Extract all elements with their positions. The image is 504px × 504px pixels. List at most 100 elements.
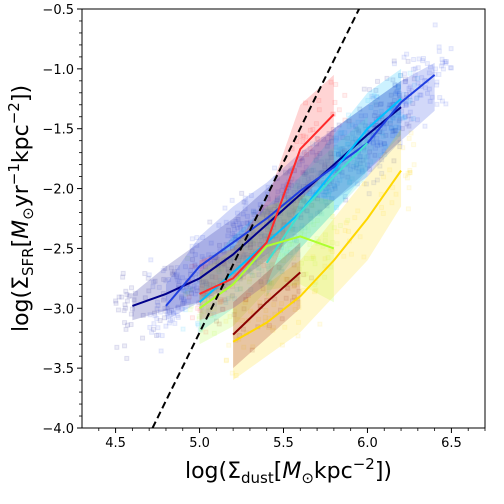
scatter-point <box>303 256 309 262</box>
scatter-point <box>315 182 321 188</box>
scatter-point <box>228 258 234 264</box>
scatter-point <box>349 122 355 128</box>
scatter-point <box>237 255 243 261</box>
scatter-point <box>417 92 423 98</box>
scatter-point <box>333 137 339 143</box>
scatter-point <box>267 279 273 285</box>
scatter-point <box>161 315 167 321</box>
scatter-point <box>322 192 328 198</box>
scatter-point <box>325 255 331 261</box>
scatter-point <box>346 112 352 118</box>
scatter-point <box>128 311 134 317</box>
scatter-point <box>258 279 264 285</box>
scatter-point <box>390 185 396 191</box>
scatter-point <box>190 286 196 292</box>
scatter-point <box>405 206 411 212</box>
scatter-point <box>301 272 307 278</box>
scatter-point <box>149 329 155 335</box>
scatter-point <box>291 294 297 300</box>
scatter-point <box>169 270 175 276</box>
x-tick-label: 5.5 <box>273 436 294 451</box>
scatter-point <box>217 277 223 283</box>
scatter-point <box>223 300 229 306</box>
scatter-point <box>189 243 195 249</box>
scatter-point <box>392 82 398 88</box>
scatter-point <box>317 321 323 327</box>
scatter-point <box>324 186 330 192</box>
scatter-point <box>157 318 163 324</box>
scatter-point <box>234 286 240 292</box>
scatter-point <box>414 94 420 100</box>
scatter-point <box>411 76 417 82</box>
scatter-point <box>303 134 309 140</box>
scatter-point <box>350 164 356 170</box>
scatter-point <box>383 132 389 138</box>
scatter-point <box>172 320 178 326</box>
scatter-point <box>175 314 181 320</box>
scatter-point <box>404 102 410 108</box>
scatter-point <box>243 251 249 257</box>
scatter-point <box>356 128 362 134</box>
scatter-point <box>306 190 312 196</box>
scatter-point <box>303 100 309 106</box>
scatter-point <box>309 168 315 174</box>
scatter-point <box>366 87 372 93</box>
scatter-point <box>279 301 285 307</box>
scatter-point <box>185 298 191 304</box>
scatter-point <box>332 184 338 190</box>
scatter-point <box>372 152 378 158</box>
scatter-point <box>448 46 454 52</box>
scatter-point <box>266 323 272 329</box>
scatter-point <box>206 308 212 314</box>
scatter-point <box>359 167 365 173</box>
scatter-point <box>345 135 351 141</box>
scatter-point <box>191 283 197 289</box>
scatter-point <box>154 299 160 305</box>
scatter-point <box>250 240 256 246</box>
scatter-point <box>315 170 321 176</box>
scatter-point <box>391 58 397 64</box>
scatter-point <box>293 184 299 190</box>
scatter-point <box>247 245 253 251</box>
scatter-point <box>317 150 323 156</box>
scatter-point <box>301 197 307 203</box>
scatter-point <box>313 121 319 127</box>
scatter-point <box>420 58 426 64</box>
scatter-point <box>170 272 176 278</box>
scatter-point <box>123 326 129 332</box>
scatter-point <box>371 113 377 119</box>
scatter-point <box>426 70 432 76</box>
scatter-point <box>247 221 253 227</box>
scatter-point <box>310 202 316 208</box>
scatter-point <box>249 248 255 254</box>
scatter-point <box>232 308 238 314</box>
scatter-point <box>373 102 379 108</box>
series-line <box>199 113 335 295</box>
scatter-point <box>294 239 300 245</box>
scatter-point <box>411 162 417 168</box>
scatter-point <box>280 230 286 236</box>
scatter-point <box>160 297 166 303</box>
scatter-point <box>390 133 396 139</box>
scatter-point <box>342 193 348 199</box>
scatter-point <box>329 135 335 141</box>
scatter-point <box>314 218 320 224</box>
scatter-point <box>176 278 182 284</box>
scatter-point <box>114 344 120 350</box>
scatter-point <box>282 324 288 330</box>
scatter-point <box>387 167 393 173</box>
scatter-point <box>168 265 174 271</box>
scatter-point <box>368 104 374 110</box>
scatter-point <box>308 213 314 219</box>
scatter-point <box>270 261 276 267</box>
scatter-point <box>394 113 400 119</box>
scatter-point <box>241 199 247 205</box>
scatter-point <box>203 329 209 335</box>
scatter-point <box>354 181 360 187</box>
scatter-point <box>298 260 304 266</box>
scatter-point <box>403 114 409 120</box>
scatter-point <box>373 94 379 100</box>
scatter-point <box>401 54 407 60</box>
scatter-point <box>436 44 442 50</box>
scatter-point <box>322 263 328 269</box>
